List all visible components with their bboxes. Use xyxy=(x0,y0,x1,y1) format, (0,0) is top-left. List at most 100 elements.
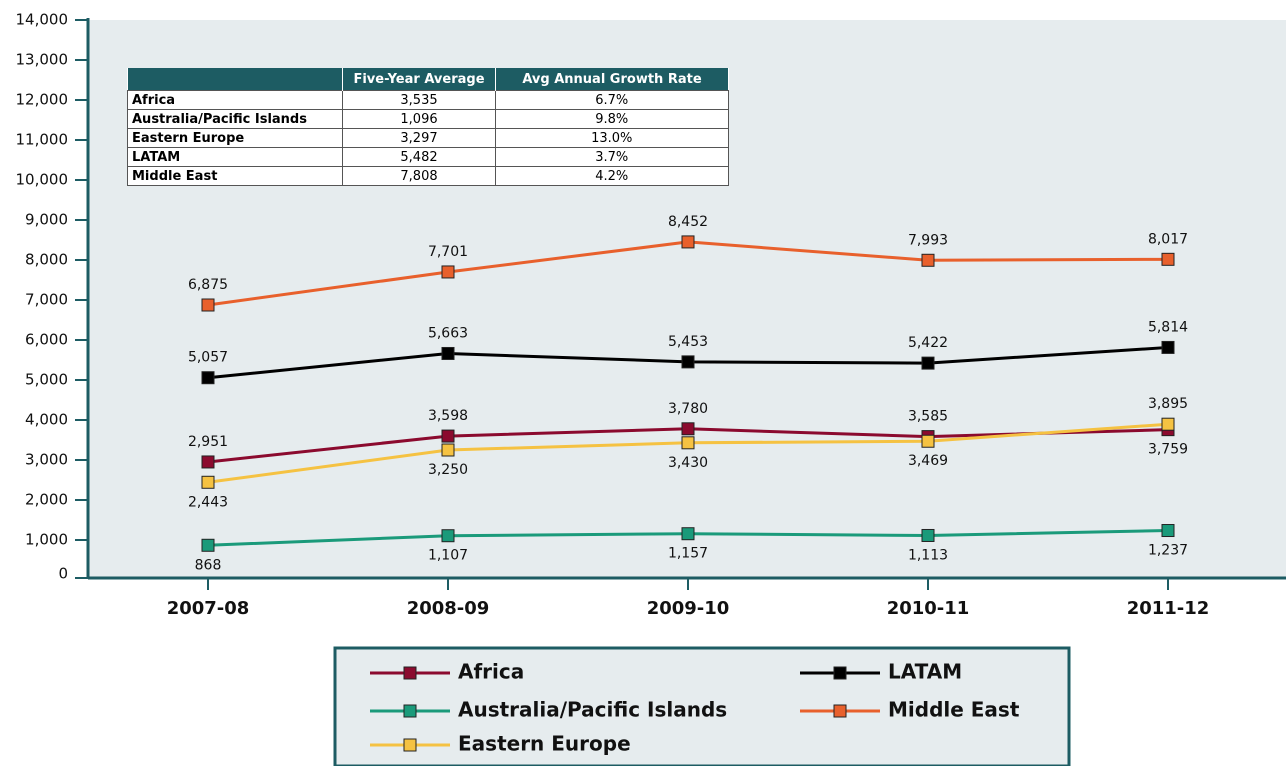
legend-marker xyxy=(403,704,417,718)
point xyxy=(201,538,215,552)
point xyxy=(681,235,695,249)
point xyxy=(441,265,455,279)
y-tick-label: 12,000 xyxy=(16,91,69,109)
data-label: 5,453 xyxy=(668,334,708,350)
data-label: 1,107 xyxy=(428,548,468,564)
point xyxy=(921,528,935,542)
point xyxy=(441,429,455,443)
y-tick-label: 7,000 xyxy=(25,291,68,309)
legend-label: Middle East xyxy=(888,698,1020,722)
point xyxy=(201,455,215,469)
table-row: Africa 3,535 6.7% xyxy=(127,90,729,110)
point xyxy=(441,346,455,360)
y-tick-label: 4,000 xyxy=(25,411,68,429)
point xyxy=(201,371,215,385)
x-tick-label: 2011-12 xyxy=(1127,598,1210,619)
data-label: 1,237 xyxy=(1148,543,1188,559)
data-label: 1,113 xyxy=(908,547,948,563)
table-header-cell xyxy=(127,68,343,91)
point xyxy=(681,355,695,369)
y-tick-label: 2,000 xyxy=(25,491,68,509)
table-cell: 3.7% xyxy=(495,147,729,167)
point xyxy=(921,253,935,267)
table-cell: Middle East xyxy=(127,166,343,186)
point xyxy=(921,356,935,370)
legend-label: LATAM xyxy=(888,660,962,684)
point xyxy=(201,475,215,489)
point xyxy=(441,443,455,457)
table-cell: 13.0% xyxy=(495,128,729,148)
table-row: Australia/Pacific Islands 1,096 9.8% xyxy=(127,109,729,129)
table-cell: 4.2% xyxy=(495,166,729,186)
point xyxy=(921,434,935,448)
y-tick-label: 6,000 xyxy=(25,331,68,349)
point xyxy=(441,529,455,543)
data-label: 2,951 xyxy=(188,434,228,450)
table-cell: 1,096 xyxy=(342,109,496,129)
summary-table: Five-Year Average Avg Annual Growth Rate A… xyxy=(127,68,729,186)
y-tick-label: 11,000 xyxy=(16,131,69,149)
data-label: 3,250 xyxy=(428,462,468,478)
legend-marker xyxy=(403,666,417,680)
y-tick-label: 9,000 xyxy=(25,211,68,229)
table-header-cell: Five-Year Average xyxy=(342,68,496,91)
legend-label: Africa xyxy=(458,660,524,684)
table-cell: Africa xyxy=(127,90,343,110)
data-label: 6,875 xyxy=(188,277,228,293)
legend xyxy=(333,646,1071,766)
point xyxy=(681,527,695,541)
y-tick-label: 13,000 xyxy=(16,51,69,69)
x-tick-label: 2009-10 xyxy=(647,598,730,619)
table-cell: 5,482 xyxy=(342,147,496,167)
x-tick-label: 2008-09 xyxy=(407,598,490,619)
data-label: 5,422 xyxy=(908,335,948,351)
table-cell: 7,808 xyxy=(342,166,496,186)
legend-label: Eastern Europe xyxy=(458,732,631,756)
table-cell: 6.7% xyxy=(495,90,729,110)
data-label: 8,017 xyxy=(1148,231,1188,247)
y-tick-label: 5,000 xyxy=(25,371,68,389)
data-label: 7,701 xyxy=(428,244,468,260)
point xyxy=(1161,252,1175,266)
legend-marker xyxy=(403,738,417,752)
y-tick-label: 14,000 xyxy=(16,11,69,29)
point xyxy=(1161,340,1175,354)
y-tick-label: 1,000 xyxy=(25,531,68,549)
data-label: 5,814 xyxy=(1148,319,1188,335)
table-row: Middle East 7,808 4.2% xyxy=(127,166,729,186)
table-cell: 3,297 xyxy=(342,128,496,148)
y-tick-label: 3,000 xyxy=(25,451,68,469)
legend-marker xyxy=(833,666,847,680)
point xyxy=(201,298,215,312)
data-label: 868 xyxy=(195,557,222,573)
data-label: 8,452 xyxy=(668,214,708,230)
table-header-row: Five-Year Average Avg Annual Growth Rate xyxy=(127,68,728,91)
table-cell: Eastern Europe xyxy=(127,128,343,148)
y-tick-label: 10,000 xyxy=(16,171,69,189)
table-cell: Australia/Pacific Islands xyxy=(127,109,343,129)
data-label: 3,430 xyxy=(668,455,708,471)
y-tick-label: 8,000 xyxy=(25,251,68,269)
point xyxy=(681,422,695,436)
data-label: 1,157 xyxy=(668,546,708,562)
data-label: 5,663 xyxy=(428,325,468,341)
x-tick-label: 2007-08 xyxy=(167,598,250,619)
point xyxy=(1161,417,1175,431)
data-label: 3,469 xyxy=(908,453,948,469)
legend-marker xyxy=(833,704,847,718)
table-cell: 3,535 xyxy=(342,90,496,110)
table-row: Eastern Europe 3,297 13.0% xyxy=(127,128,729,148)
data-label: 3,759 xyxy=(1148,442,1188,458)
point xyxy=(1161,524,1175,538)
table-cell: LATAM xyxy=(127,147,343,167)
table-header-cell: Avg Annual Growth Rate xyxy=(495,68,728,91)
y-tick-label: 0 xyxy=(58,565,68,583)
data-label: 3,895 xyxy=(1148,396,1188,412)
data-label: 3,780 xyxy=(668,401,708,417)
data-label: 7,993 xyxy=(908,232,948,248)
table-cell: 9.8% xyxy=(495,109,729,129)
table-row: LATAM 5,482 3.7% xyxy=(127,147,729,167)
x-tick-label: 2010-11 xyxy=(887,598,970,619)
point xyxy=(681,436,695,450)
